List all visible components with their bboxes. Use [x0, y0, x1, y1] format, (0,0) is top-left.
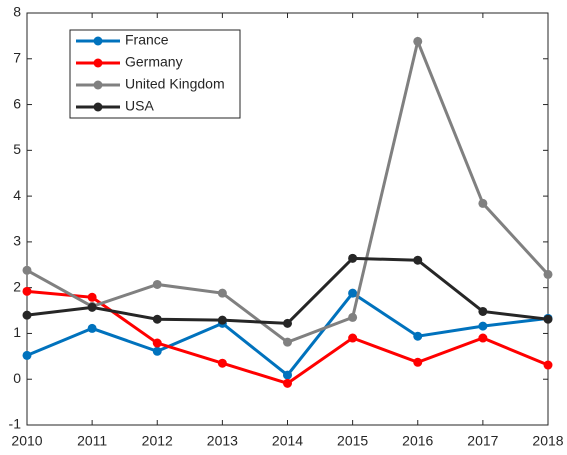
y-tick-label: 3 — [13, 233, 21, 249]
y-tick-label: 6 — [13, 95, 21, 111]
x-tick-label: 2012 — [142, 433, 173, 449]
data-point — [152, 346, 162, 356]
y-tick-label: 8 — [13, 4, 21, 20]
y-tick-label: -1 — [9, 416, 22, 432]
data-point — [543, 314, 553, 324]
y-tick-label: 7 — [13, 49, 21, 65]
data-point — [22, 310, 32, 320]
x-tick-label: 2014 — [272, 433, 303, 449]
data-point — [413, 255, 423, 265]
y-tick-label: 0 — [13, 370, 21, 386]
x-tick-label: 2010 — [11, 433, 42, 449]
data-point — [22, 286, 32, 296]
legend-marker — [93, 102, 103, 112]
data-point — [348, 333, 358, 343]
data-point — [217, 358, 227, 368]
x-tick-label: 2013 — [207, 433, 238, 449]
data-point — [152, 314, 162, 324]
data-point — [478, 198, 488, 208]
legend-label: France — [125, 32, 169, 48]
data-point — [87, 302, 97, 312]
y-tick-label: 4 — [13, 187, 21, 203]
y-tick-label: 5 — [13, 141, 21, 157]
data-point — [152, 338, 162, 348]
x-tick-label: 2017 — [467, 433, 498, 449]
data-point — [283, 370, 292, 380]
y-tick-label: 2 — [13, 278, 21, 294]
legend-label: Germany — [125, 54, 183, 70]
data-point — [348, 253, 358, 263]
series-line — [26, 256, 549, 325]
legend-marker — [93, 58, 103, 68]
data-point — [413, 357, 423, 367]
data-point — [283, 378, 292, 388]
legend-marker — [93, 80, 103, 90]
x-tick-label: 2011 — [77, 433, 107, 449]
data-point — [348, 288, 358, 298]
data-point — [22, 265, 32, 275]
data-point — [543, 269, 553, 279]
data-point — [478, 321, 488, 331]
data-point — [22, 350, 32, 360]
data-point — [413, 331, 423, 341]
legend-marker — [93, 36, 103, 46]
x-tick-label: 2016 — [402, 433, 433, 449]
data-point — [217, 315, 227, 325]
data-point — [413, 36, 423, 46]
data-point — [87, 323, 97, 333]
legend-label: United Kingdom — [125, 76, 225, 92]
series-line — [26, 289, 549, 385]
data-point — [152, 279, 162, 289]
data-point — [217, 288, 227, 298]
data-point — [478, 333, 488, 343]
data-point — [543, 360, 553, 370]
x-tick-label: 2015 — [337, 433, 368, 449]
data-point — [348, 312, 358, 322]
y-tick-label: 1 — [13, 324, 21, 340]
data-point — [87, 292, 97, 302]
legend-label: USA — [125, 98, 154, 114]
x-tick-label: 2018 — [532, 433, 563, 449]
data-point — [283, 318, 292, 328]
data-point — [478, 306, 488, 316]
data-point — [283, 337, 292, 347]
